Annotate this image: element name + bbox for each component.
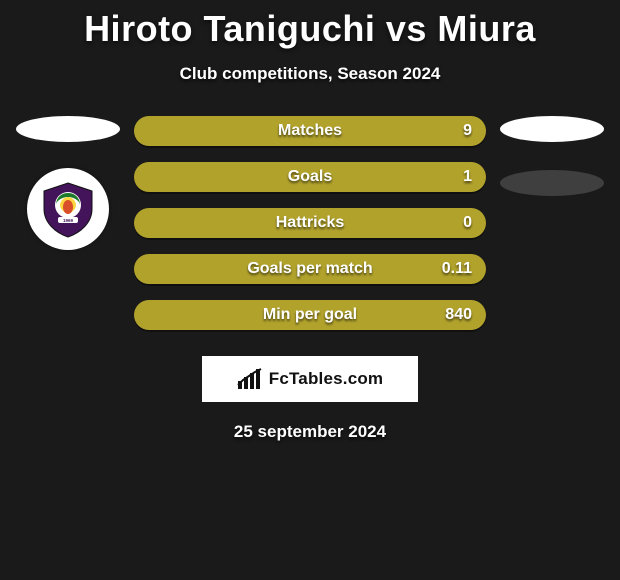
page-title: Hiroto Taniguchi vs Miura (0, 0, 620, 50)
svg-text:1969: 1969 (63, 218, 74, 223)
stat-label: Matches (278, 122, 342, 140)
stat-value-right: 9 (463, 122, 472, 140)
stat-label: Hattricks (276, 214, 344, 232)
left-club-logo: 1969 (27, 168, 109, 250)
stat-bar: Min per goal 840 (134, 300, 486, 330)
right-side-column (492, 116, 612, 196)
watermark-text: FcTables.com (269, 369, 384, 389)
stat-bars: Matches 9 Goals 1 Hattricks 0 Goals per match 0… (128, 116, 492, 330)
subtitle: Club competitions, Season 2024 (0, 64, 620, 84)
left-side-column: 1969 (8, 116, 128, 250)
stat-value-right: 840 (445, 306, 472, 324)
chart-icon (237, 367, 263, 391)
watermark: FcTables.com (202, 356, 418, 402)
stat-value-right: 0 (463, 214, 472, 232)
date-text: 25 september 2024 (0, 422, 620, 442)
left-player-ellipse (16, 116, 120, 142)
right-player-ellipse-1 (500, 116, 604, 142)
stat-label: Min per goal (263, 306, 357, 324)
main-row: 1969 Matches 9 Goals 1 Hattricks 0 Goals per m… (0, 116, 620, 330)
stat-bar: Matches 9 (134, 116, 486, 146)
stat-label: Goals (288, 168, 332, 186)
right-player-ellipse-2 (500, 170, 604, 196)
stat-bar: Hattricks 0 (134, 208, 486, 238)
club-badge-icon: 1969 (38, 179, 98, 239)
stat-bar: Goals per match 0.11 (134, 254, 486, 284)
stat-value-right: 0.11 (442, 260, 472, 278)
stat-value-right: 1 (463, 168, 472, 186)
stat-bar: Goals 1 (134, 162, 486, 192)
stat-label: Goals per match (247, 260, 372, 278)
